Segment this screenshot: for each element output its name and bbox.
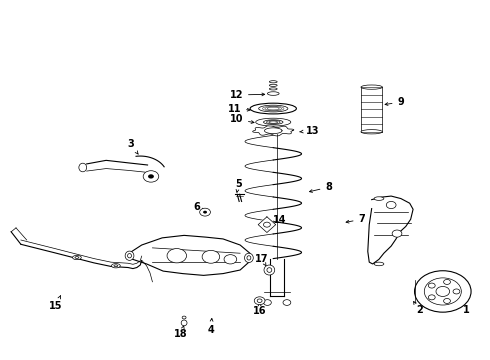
Text: 17: 17 <box>255 253 269 266</box>
Ellipse shape <box>374 262 384 266</box>
Ellipse shape <box>250 103 296 114</box>
Text: 5: 5 <box>235 179 242 192</box>
Polygon shape <box>258 217 276 233</box>
Text: 13: 13 <box>300 126 319 136</box>
Circle shape <box>264 222 270 227</box>
Ellipse shape <box>264 265 275 275</box>
Circle shape <box>202 250 220 263</box>
Text: 14: 14 <box>270 215 287 225</box>
Ellipse shape <box>361 130 382 134</box>
Circle shape <box>224 255 237 264</box>
Text: 7: 7 <box>346 214 366 224</box>
Polygon shape <box>368 196 413 264</box>
Text: 16: 16 <box>253 303 267 316</box>
Circle shape <box>283 300 291 305</box>
Circle shape <box>167 249 187 263</box>
Ellipse shape <box>374 197 384 201</box>
Circle shape <box>148 174 154 179</box>
Text: 3: 3 <box>127 139 138 154</box>
Circle shape <box>428 295 435 300</box>
Text: 2: 2 <box>414 302 423 315</box>
Text: 18: 18 <box>174 326 188 339</box>
Circle shape <box>386 202 396 208</box>
Ellipse shape <box>268 92 279 95</box>
Ellipse shape <box>181 320 187 326</box>
Text: 1: 1 <box>452 304 470 315</box>
Circle shape <box>443 298 450 303</box>
Circle shape <box>453 289 460 294</box>
Text: 15: 15 <box>49 296 63 311</box>
Circle shape <box>428 283 435 288</box>
Circle shape <box>415 271 471 312</box>
Circle shape <box>203 211 207 213</box>
Ellipse shape <box>254 297 265 305</box>
Ellipse shape <box>79 163 87 172</box>
Text: 10: 10 <box>229 114 254 124</box>
Ellipse shape <box>112 264 120 268</box>
Text: 6: 6 <box>193 202 205 212</box>
Circle shape <box>392 230 402 237</box>
Circle shape <box>443 279 450 284</box>
Ellipse shape <box>73 255 81 260</box>
Text: 12: 12 <box>229 90 265 100</box>
Ellipse shape <box>361 85 382 89</box>
Polygon shape <box>129 235 250 275</box>
Ellipse shape <box>245 253 253 262</box>
Text: 8: 8 <box>310 182 332 192</box>
Text: 4: 4 <box>208 319 214 335</box>
Circle shape <box>143 171 159 182</box>
Circle shape <box>264 300 271 305</box>
Ellipse shape <box>125 251 134 260</box>
Text: 9: 9 <box>385 97 404 107</box>
Text: 11: 11 <box>227 104 250 113</box>
Circle shape <box>200 208 210 216</box>
Ellipse shape <box>256 118 291 126</box>
